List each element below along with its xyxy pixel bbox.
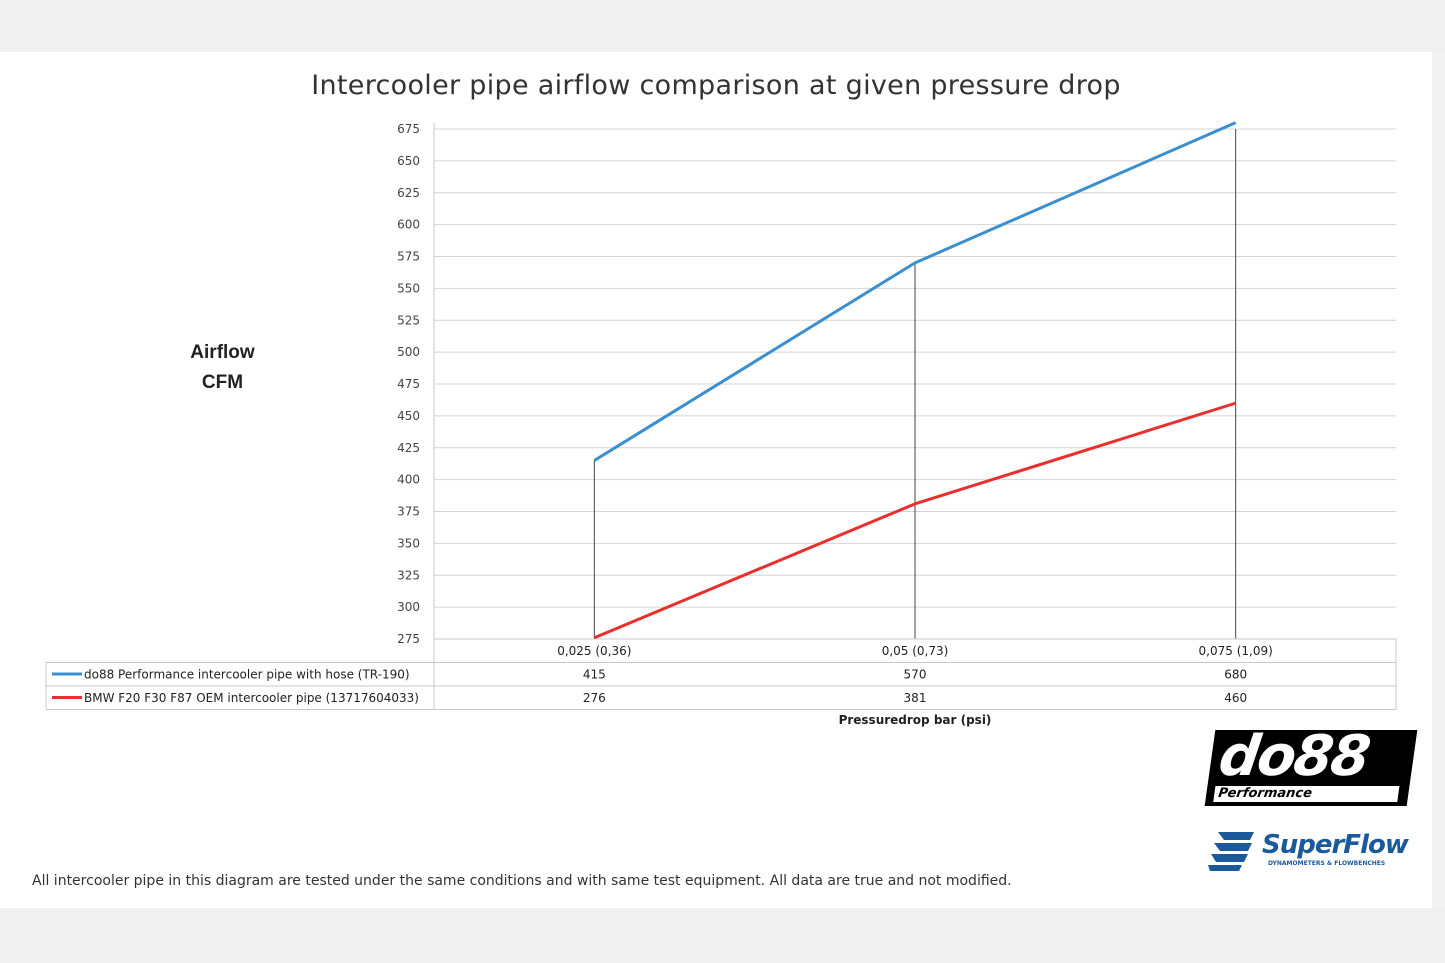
- table-value: 276: [583, 691, 606, 705]
- y-tick-label: 600: [397, 218, 420, 232]
- y-tick-label: 450: [397, 409, 420, 423]
- legend-label: do88 Performance intercooler pipe with h…: [84, 668, 410, 682]
- x-tick-label: 0,075 (1,09): [1199, 644, 1273, 658]
- y-tick-label: 550: [397, 281, 420, 295]
- do88-logo: do88 Performance: [1204, 724, 1418, 806]
- y-tick-label: 375: [397, 505, 420, 519]
- table-value: 680: [1224, 668, 1247, 682]
- superflow-logo: SuperFlow DYNAMOMETERS & FLOWBENCHES: [1208, 826, 1414, 874]
- x-tick-label: 0,025 (0,36): [557, 644, 631, 658]
- superflow-logo-text: SuperFlow: [1262, 830, 1409, 860]
- y-tick-label: 650: [397, 154, 420, 168]
- top-band: [0, 0, 1445, 52]
- superflow-mark-icon: [1208, 832, 1254, 871]
- x-axis-label: Pressuredrop bar (psi): [838, 713, 992, 727]
- y-tick-label: 425: [397, 441, 420, 455]
- y-tick-label: 400: [397, 473, 420, 487]
- y-tick-label: 350: [397, 536, 420, 550]
- x-tick-label: 0,05 (0,73): [882, 644, 949, 658]
- series-line: [593, 401, 1237, 640]
- y-tick-label: 275: [397, 632, 420, 646]
- y-tick-label: 625: [397, 186, 420, 200]
- y-tick-label: 500: [397, 345, 420, 359]
- chart-title: Intercooler pipe airflow comparison at g…: [311, 70, 1121, 101]
- y-tick-label: 475: [397, 377, 420, 391]
- table-value: 570: [904, 668, 927, 682]
- y-tick-label: 525: [397, 313, 420, 327]
- y-axis-label: Airflow CFM: [160, 338, 285, 398]
- do88-logo-subtext: Performance: [1213, 786, 1400, 802]
- y-axis-label-line1: Airflow: [190, 342, 255, 363]
- superflow-logo-tagline: DYNAMOMETERS & FLOWBENCHES: [1268, 860, 1386, 867]
- y-tick-label: 675: [397, 122, 420, 136]
- bottom-band: [0, 908, 1445, 963]
- y-axis-label-line2: CFM: [201, 372, 244, 393]
- y-tick-label: 325: [397, 568, 420, 582]
- table-value: 415: [583, 668, 606, 682]
- footnote: All intercooler pipe in this diagram are…: [32, 873, 1012, 889]
- table-value: 381: [904, 691, 927, 705]
- legend-label: BMW F20 F30 F87 OEM intercooler pipe (13…: [84, 691, 419, 705]
- do88-logo-text: do88: [1215, 724, 1373, 789]
- table-value: 460: [1224, 691, 1247, 705]
- y-tick-label: 575: [397, 250, 420, 264]
- series-line: [593, 121, 1237, 462]
- y-tick-label: 300: [397, 600, 420, 614]
